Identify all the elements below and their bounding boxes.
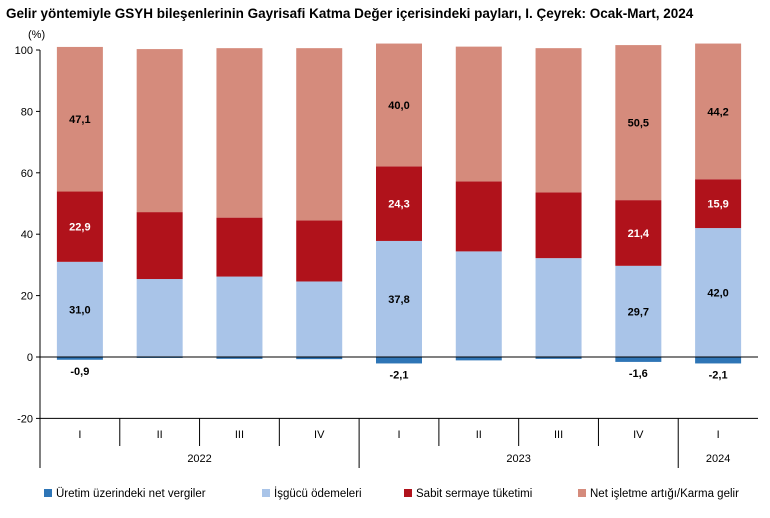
- bar-segment: [136, 212, 183, 280]
- bar-segment: [615, 357, 662, 362]
- bar-segment: [455, 357, 502, 361]
- y-tick-label: 80: [21, 106, 33, 118]
- data-label: -1,6: [629, 368, 648, 380]
- y-tick-label: 20: [21, 291, 33, 303]
- category-label: I: [78, 429, 81, 441]
- bar-segment: [376, 357, 422, 364]
- bar-segment: [695, 179, 742, 229]
- year-label: 2024: [706, 453, 730, 465]
- bar-segment: [136, 49, 183, 213]
- category-label: II: [157, 429, 163, 441]
- bar-segment: [216, 217, 263, 277]
- data-label: 31,0: [69, 304, 90, 316]
- y-tick-label: 100: [15, 45, 33, 57]
- legend-label: Net işletme artığı/Karma gelir: [590, 488, 739, 500]
- data-label: 15,9: [707, 199, 728, 211]
- data-label: 42,0: [707, 288, 728, 300]
- legend-swatch: [578, 489, 586, 497]
- bar-segment: [535, 48, 582, 193]
- data-label: 50,5: [628, 118, 649, 130]
- bar-segment: [56, 357, 103, 360]
- bar-segment: [455, 46, 502, 182]
- bar-segment: [615, 265, 662, 357]
- category-label: II: [476, 429, 482, 441]
- chart-title: Gelir yöntemiyle GSYH bileşenlerinin Gay…: [6, 6, 694, 21]
- legend-label: Üretim üzerindeki net vergiler: [56, 488, 206, 500]
- data-labels: -0,9 31,0 22,9 47,1 -2,1 37,8 24,3 40,0 -1,6 29,7…: [69, 100, 729, 381]
- bar-segment: [56, 261, 103, 357]
- data-label: 47,1: [69, 114, 90, 126]
- bar-segment: [56, 191, 103, 262]
- y-tick-label: 0: [27, 352, 33, 364]
- bar-segment: [376, 240, 422, 357]
- data-label: 37,8: [388, 294, 409, 306]
- data-label: 22,9: [69, 222, 90, 234]
- bar-segment: [615, 45, 662, 201]
- bar-segment: [216, 48, 263, 218]
- y-axis: 100 80 60 40 20 0 -20: [15, 45, 41, 425]
- bars: [40, 43, 758, 364]
- bar-segment: [296, 48, 343, 221]
- data-label: -0,9: [70, 366, 89, 378]
- bar-segment: [535, 192, 582, 259]
- data-label: 44,2: [707, 106, 728, 118]
- legend: Üretim üzerindeki net vergiler İşgücü öde…: [44, 487, 739, 500]
- data-label: -2,1: [709, 369, 728, 381]
- bar-segment: [216, 276, 263, 357]
- category-label: III: [554, 429, 563, 441]
- data-label: -2,1: [390, 369, 409, 381]
- bar-segment: [296, 220, 343, 282]
- bar-segment: [615, 200, 662, 266]
- category-label: III: [235, 429, 244, 441]
- category-label: IV: [633, 429, 644, 441]
- legend-swatch: [262, 489, 270, 497]
- legend-swatch: [44, 489, 52, 497]
- bar-segment: [535, 258, 582, 357]
- bar-segment: [455, 181, 502, 252]
- legend-label: İşgücü ödemeleri: [274, 487, 362, 500]
- data-label: 21,4: [628, 228, 650, 240]
- legend-swatch: [404, 489, 412, 497]
- bar-segment: [695, 43, 742, 180]
- bar-segment: [136, 279, 183, 357]
- category-label: IV: [314, 429, 325, 441]
- bar-segment: [296, 357, 343, 360]
- bar-segment: [376, 166, 422, 241]
- legend-label: Sabit sermaye tüketimi: [416, 488, 532, 500]
- bar-segment: [56, 46, 103, 192]
- y-tick-label: -20: [17, 413, 33, 425]
- year-label: 2023: [506, 453, 530, 465]
- bar-segment: [376, 43, 422, 167]
- bar-segment: [535, 357, 582, 359]
- year-label: 2022: [187, 453, 211, 465]
- data-label: 24,3: [388, 199, 409, 211]
- data-label: 40,0: [388, 100, 409, 112]
- bar-segment: [455, 251, 502, 357]
- bar-segment: [695, 228, 742, 357]
- data-label: 29,7: [628, 306, 649, 318]
- bar-segment: [296, 281, 343, 357]
- category-label: I: [397, 429, 400, 441]
- bar-segment: [216, 357, 263, 359]
- y-tick-label: 40: [21, 229, 33, 241]
- bar-segment: [695, 357, 742, 364]
- unit-label: (%): [28, 29, 45, 41]
- y-tick-label: 60: [21, 168, 33, 180]
- category-label: I: [717, 429, 720, 441]
